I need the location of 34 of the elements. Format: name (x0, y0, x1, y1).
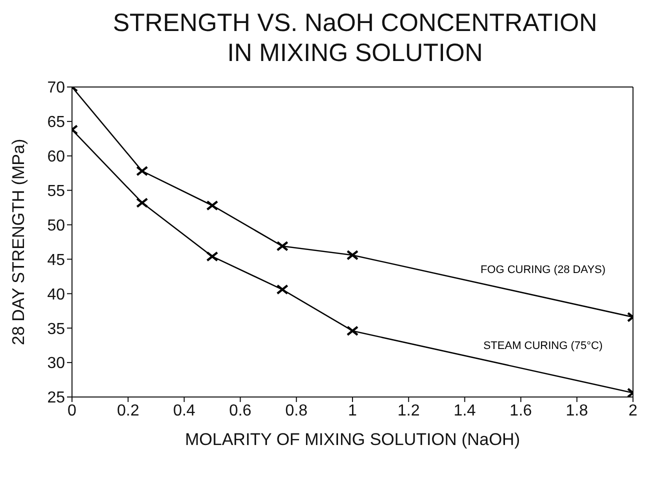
series-label: FOG CURING (28 DAYS) (480, 264, 606, 276)
x-tick-label: 2 (628, 402, 638, 420)
y-tick-label: 70 (47, 80, 66, 97)
point (346, 326, 359, 336)
y-tick-label: 50 (47, 217, 66, 234)
series-label: STEAM CURING (75°C) (483, 340, 603, 352)
y-tick-label: 60 (47, 148, 66, 166)
point (276, 284, 288, 295)
point (346, 250, 359, 260)
y-axis-title: 28 DAY STRENGTH (MPa) (9, 138, 28, 346)
x-tick-label: 0 (68, 402, 77, 420)
x-tick-label: 1.6 (510, 402, 532, 420)
x-tick-label: 0.2 (116, 402, 140, 420)
x-axis-title: MOLARITY OF MIXING SOLUTION (NaOH) (185, 430, 520, 449)
y-tick-label: 25 (47, 390, 66, 407)
x-tick-label: 1 (348, 402, 358, 420)
x-tick-label: 0.8 (285, 402, 308, 420)
y-tick-label: 55 (47, 183, 66, 200)
x-tick-label: 1.2 (397, 402, 420, 420)
point (136, 198, 148, 208)
x-tick-label: 1.4 (454, 402, 476, 420)
point (206, 200, 218, 211)
y-tick-label: 45 (47, 252, 66, 269)
y-tick-label: 30 (47, 355, 66, 372)
point (136, 166, 148, 176)
x-tick-label: 0.4 (173, 402, 196, 420)
y-tick-label: 65 (47, 114, 66, 132)
x-tick-label: 0.6 (229, 402, 252, 420)
point (206, 251, 218, 262)
y-tick-label: 35 (47, 320, 66, 338)
point (276, 241, 288, 252)
x-tick-label: 1.8 (566, 402, 588, 420)
chart-title: STRENGTH VS. NaOH CONCENTRATION IN MIXING SOLUTION (112, 8, 598, 68)
y-tick-label: 40 (47, 286, 66, 304)
